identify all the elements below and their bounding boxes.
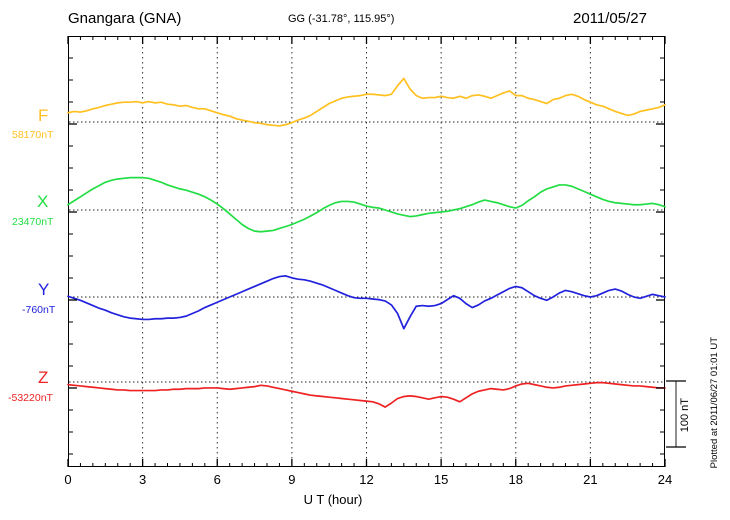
component-baseline-x: 23470nT bbox=[12, 216, 54, 228]
x-tick-label: 6 bbox=[213, 472, 221, 487]
plotted-timestamp-note: Plotted at 2011/06/27 01:01 UT bbox=[709, 337, 720, 469]
x-axis-title: U T (hour) bbox=[303, 492, 363, 507]
component-baseline-y: -760nT bbox=[22, 304, 56, 316]
observation-date: 2011/05/27 bbox=[573, 10, 647, 27]
component-label-x: X bbox=[37, 192, 49, 211]
x-tick-label: 15 bbox=[433, 472, 449, 487]
trace-x bbox=[67, 176, 666, 233]
component-label-z: Z bbox=[38, 368, 49, 387]
station-title: Gnangara (GNA) bbox=[68, 10, 182, 27]
x-tick-label: 0 bbox=[64, 472, 72, 487]
geographic-coordinates: GG (-31.78°, 115.95°) bbox=[288, 13, 395, 25]
scale-bar bbox=[666, 380, 686, 448]
x-tick-label: 18 bbox=[508, 472, 523, 487]
component-label-y: Y bbox=[38, 280, 50, 299]
trace-y bbox=[67, 275, 666, 330]
component-baseline-f: 58170nT bbox=[12, 129, 54, 141]
component-label-f: F bbox=[38, 106, 49, 125]
component-baseline-z: -53220nT bbox=[8, 392, 53, 404]
scale-bar-label: 100 nT bbox=[679, 398, 691, 433]
trace-z bbox=[67, 381, 666, 408]
trace-f bbox=[67, 77, 666, 127]
x-tick-label: 12 bbox=[359, 472, 374, 487]
x-tick-label: 21 bbox=[583, 472, 598, 487]
x-tick-label: 24 bbox=[657, 472, 673, 487]
x-tick-label: 9 bbox=[288, 472, 296, 487]
x-tick-label: 3 bbox=[139, 472, 147, 487]
